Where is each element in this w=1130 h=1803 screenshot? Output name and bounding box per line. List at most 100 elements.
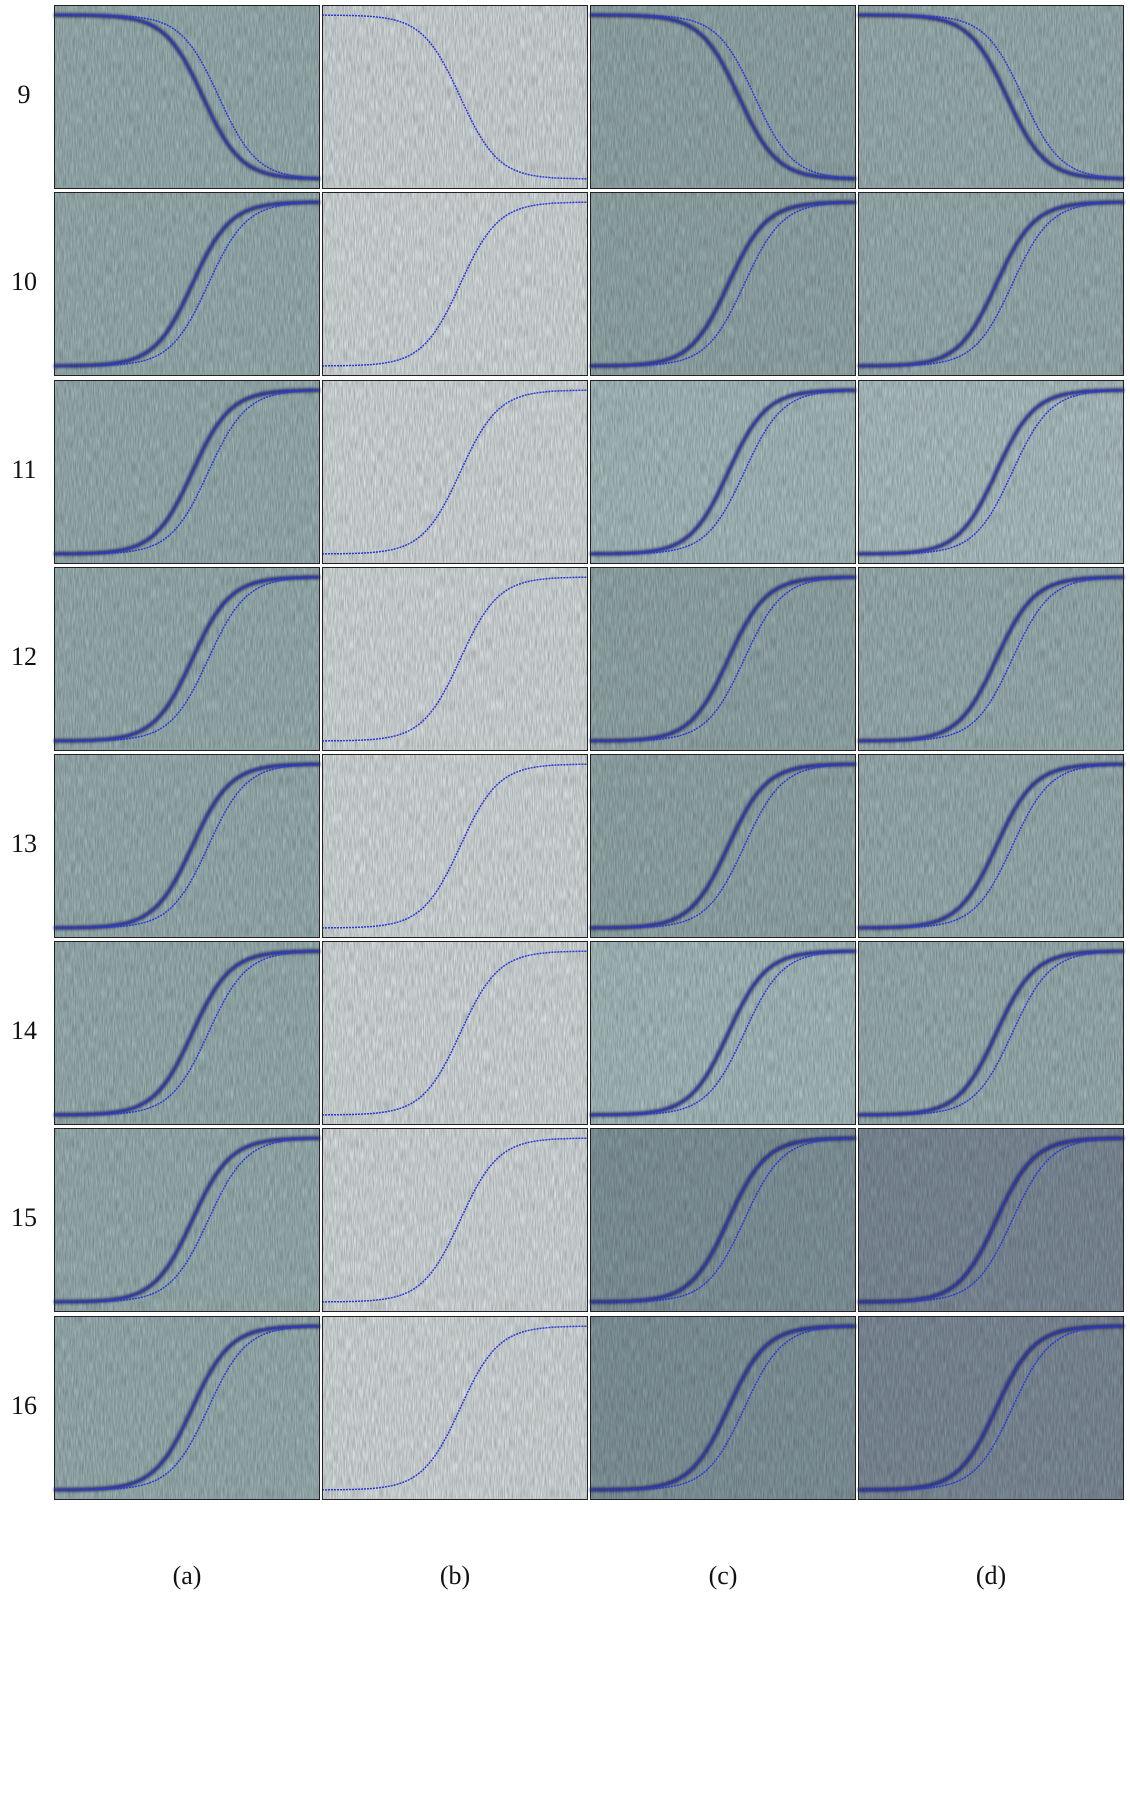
panel-border [590, 380, 856, 564]
panel-texture [322, 5, 588, 189]
fitted-curve [590, 201, 856, 367]
panel-texture [590, 567, 856, 751]
fitted-curve [322, 1325, 588, 1491]
fitted-curve [857, 576, 1124, 742]
fitted-curve [590, 576, 856, 742]
panel-border [590, 567, 856, 751]
panel-border [54, 5, 320, 189]
panel [53, 1316, 320, 1500]
panel-border [54, 380, 320, 564]
fitted-curve [322, 1137, 588, 1303]
panel-texture [54, 754, 320, 938]
panel-border [590, 941, 856, 1125]
fitted-curve [322, 14, 588, 180]
row-label: 15 [11, 1203, 37, 1232]
panel [322, 380, 588, 564]
panel-texture [858, 1128, 1124, 1312]
panel-texture [322, 567, 588, 751]
fitted-curve [858, 14, 1125, 180]
panel [857, 192, 1124, 376]
panel [322, 567, 588, 751]
panel [857, 1128, 1124, 1312]
fitted-curve [590, 950, 856, 1116]
fitted-curve [858, 14, 1125, 179]
panel [589, 1128, 856, 1312]
fitted-curve [322, 576, 588, 742]
fitted-curve [857, 1137, 1124, 1303]
panel-border [858, 1316, 1124, 1500]
panel [322, 754, 588, 938]
panel [322, 5, 588, 189]
row-label: 9 [18, 80, 31, 109]
row-label: 12 [11, 642, 37, 671]
row-label: 14 [11, 1016, 37, 1045]
panel-texture [322, 1316, 588, 1500]
fitted-curve [589, 1137, 856, 1303]
panel [322, 941, 588, 1125]
panel-texture [54, 380, 320, 564]
row-label: 10 [11, 267, 37, 296]
panel [53, 192, 320, 376]
fitted-curve [858, 389, 1124, 555]
panel-border [54, 567, 320, 751]
fitted-curve [590, 763, 856, 929]
panel-texture [322, 941, 588, 1125]
fitted-curve [590, 14, 857, 180]
fitted-curve [857, 950, 1124, 1116]
fitted-curve [857, 389, 1124, 555]
panel [589, 754, 856, 938]
fitted-curve [53, 763, 320, 929]
panel-border [322, 941, 588, 1125]
panel [53, 941, 320, 1125]
panel-border [54, 192, 320, 376]
panel [858, 5, 1125, 189]
panel-border [858, 754, 1124, 938]
panel [589, 192, 856, 376]
panel-border [322, 192, 588, 376]
panel [53, 754, 320, 938]
panel-border [590, 1316, 856, 1500]
panel-border [590, 754, 856, 938]
panel [589, 567, 856, 751]
fitted-curve [322, 389, 588, 555]
panel-texture [590, 1128, 856, 1312]
panel [590, 5, 857, 189]
panel [53, 1128, 320, 1312]
fitted-curve [589, 763, 856, 929]
panel-texture [590, 5, 856, 189]
panel-texture [590, 380, 856, 564]
panel-texture [590, 941, 856, 1125]
panel-border [322, 567, 588, 751]
panel-border [590, 192, 856, 376]
fitted-curve [322, 763, 588, 929]
fitted-curve [590, 1325, 856, 1491]
fitted-curve [590, 14, 857, 179]
panel-border [590, 5, 856, 189]
panel-border [54, 1128, 320, 1312]
fitted-curve [53, 389, 320, 555]
fitted-curve [858, 950, 1124, 1116]
column-label: (c) [709, 1561, 738, 1590]
column-label: (b) [440, 1561, 470, 1590]
fitted-curve [589, 1325, 856, 1491]
panel [857, 1316, 1124, 1500]
panel-border [54, 941, 320, 1125]
panel-border [322, 1128, 588, 1312]
fitted-curve [857, 1325, 1124, 1491]
panel [53, 380, 320, 564]
panel [589, 380, 856, 564]
fitted-curve [53, 576, 320, 742]
panel-texture [858, 192, 1124, 376]
panel [857, 567, 1124, 751]
panel-border [54, 1316, 320, 1500]
panel-border [322, 5, 588, 189]
fitted-curve [54, 1325, 320, 1491]
panel-texture [858, 567, 1124, 751]
fitted-curve [589, 950, 856, 1116]
fitted-curve [858, 576, 1124, 742]
panel [589, 941, 856, 1125]
panel-border [54, 754, 320, 938]
column-label: (d) [976, 1561, 1006, 1590]
